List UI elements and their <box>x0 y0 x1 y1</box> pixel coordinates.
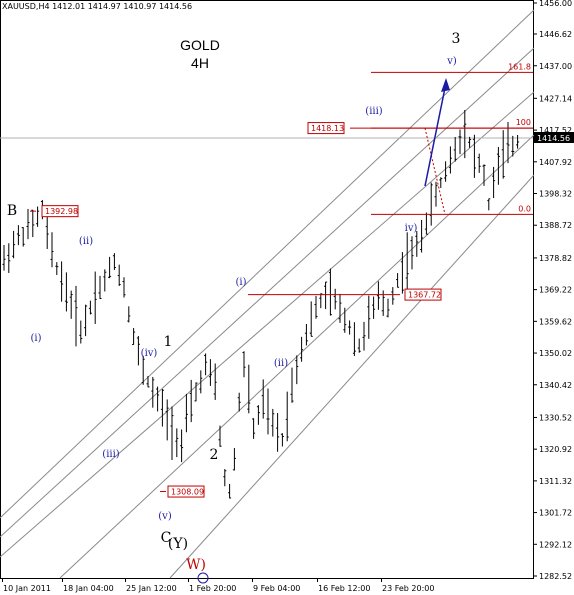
fib-level-label: 0.0 <box>518 204 531 213</box>
price-axis: 1456.00 1446.62 1437.00 1427.14 1417.52 1407.… <box>533 0 572 581</box>
wave-marker-circle <box>197 572 209 584</box>
wave-label-blue: (i) <box>30 333 41 344</box>
wave-label-blue: (iii) <box>102 449 119 460</box>
chart-title-line1: GOLD <box>180 37 220 53</box>
channel-line <box>169 174 535 579</box>
wave-label-black: 3 <box>452 31 461 47</box>
symbol-header: XAUUSD,H4 1412.01 1414.97 1410.97 1414.5… <box>2 2 192 11</box>
ohlc-bars <box>2 109 520 499</box>
y-tick-label: 1378.82 <box>539 254 572 263</box>
y-tick-label: 1417.52 <box>539 126 572 135</box>
x-tick-label: 23 Feb 20:00 <box>382 584 434 593</box>
y-tick-label: 1398.32 <box>539 190 572 199</box>
y-tick-label: 1301.72 <box>539 509 572 518</box>
chart-title-line2: 4H <box>191 55 209 71</box>
price-level-box <box>167 485 205 498</box>
trend-channels <box>0 9 535 579</box>
price-level-label: 1392.98 <box>45 207 78 216</box>
y-tick-label: 1446.62 <box>539 30 572 39</box>
y-tick-label: 1340.42 <box>539 381 572 390</box>
y-tick-label: 1330.52 <box>539 413 572 422</box>
x-tick-label: 25 Jan 12:00 <box>126 584 177 593</box>
y-tick-label: 1388.72 <box>539 221 572 230</box>
wave-label-blue: (iii) <box>365 106 382 117</box>
y-tick-label: 1320.92 <box>539 445 572 454</box>
plot-area <box>0 0 534 579</box>
current-price-tag <box>534 132 574 143</box>
price-level-label: 1308.09 <box>171 488 204 497</box>
y-tick-label: 1282.52 <box>539 572 572 581</box>
x-tick-label: 18 Jan 04:00 <box>63 584 114 593</box>
wave-label-blue: v) <box>446 56 457 67</box>
price-level-box <box>307 122 345 135</box>
y-tick-label: 1292.12 <box>539 540 572 549</box>
y-tick-label: 1359.62 <box>539 317 572 326</box>
wave-label-red: W) <box>186 557 206 573</box>
y-tick-label: 1350.02 <box>539 349 572 358</box>
fib-diagonal <box>424 127 446 215</box>
wave-label-black: (Y) <box>168 536 188 552</box>
price-level-box <box>41 205 79 218</box>
current-price-label: 1414.56 <box>537 134 570 143</box>
price-level-box <box>404 288 442 301</box>
wave-label-blue: iv) <box>405 223 418 234</box>
x-tick-label: 16 Feb 12:00 <box>318 584 370 593</box>
wave-label-black: C <box>161 530 172 546</box>
channel-line <box>0 47 535 538</box>
y-tick-label: 1437.00 <box>539 62 572 71</box>
fib-level-label: 161.8 <box>508 62 531 71</box>
wave-label-black: 2 <box>210 447 219 463</box>
y-tick-label: 1311.32 <box>539 477 572 486</box>
x-tick-label: 10 Jan 2011 <box>3 584 51 593</box>
wave-label-blue: (v) <box>158 511 172 522</box>
y-tick-label: 1407.92 <box>539 158 572 167</box>
channel-line <box>0 91 535 558</box>
fib-level-label: 100 <box>516 118 531 127</box>
wave-label-blue: (ii) <box>79 236 93 247</box>
wave-label-black: 1 <box>164 334 173 350</box>
price-level-label: 1367.72 <box>408 291 441 300</box>
wave-label-blue: (i) <box>235 277 246 288</box>
channel-line <box>0 9 535 519</box>
price-level-label: 1418.13 <box>311 124 344 133</box>
wave-label-black: B <box>7 203 17 219</box>
wave-label-blue: (ii) <box>274 358 288 369</box>
projection-arrow <box>424 82 447 187</box>
x-tick-label: 1 Feb 20:00 <box>189 584 236 593</box>
projection-arrowhead <box>441 78 450 92</box>
price-levels: 1418.13 1392.98 1367.72 1308.09 161.8 100 0.0 <box>30 62 533 498</box>
time-axis: 10 Jan 2011 18 Jan 04:00 25 Jan 12:00 1 Feb… <box>2 578 434 593</box>
y-tick-label: 1427.14 <box>539 94 572 103</box>
y-tick-label: 1369.22 <box>539 286 572 295</box>
wave-annotations: (ii) (i) (iii) (iv) (v) (i) (ii) (iii) iv) v) B 1 2 3… <box>7 31 461 584</box>
y-tick-label: 1456.00 <box>539 0 572 8</box>
x-tick-label: 9 Feb 04:00 <box>253 584 300 593</box>
wave-label-blue: (iv) <box>141 348 158 359</box>
